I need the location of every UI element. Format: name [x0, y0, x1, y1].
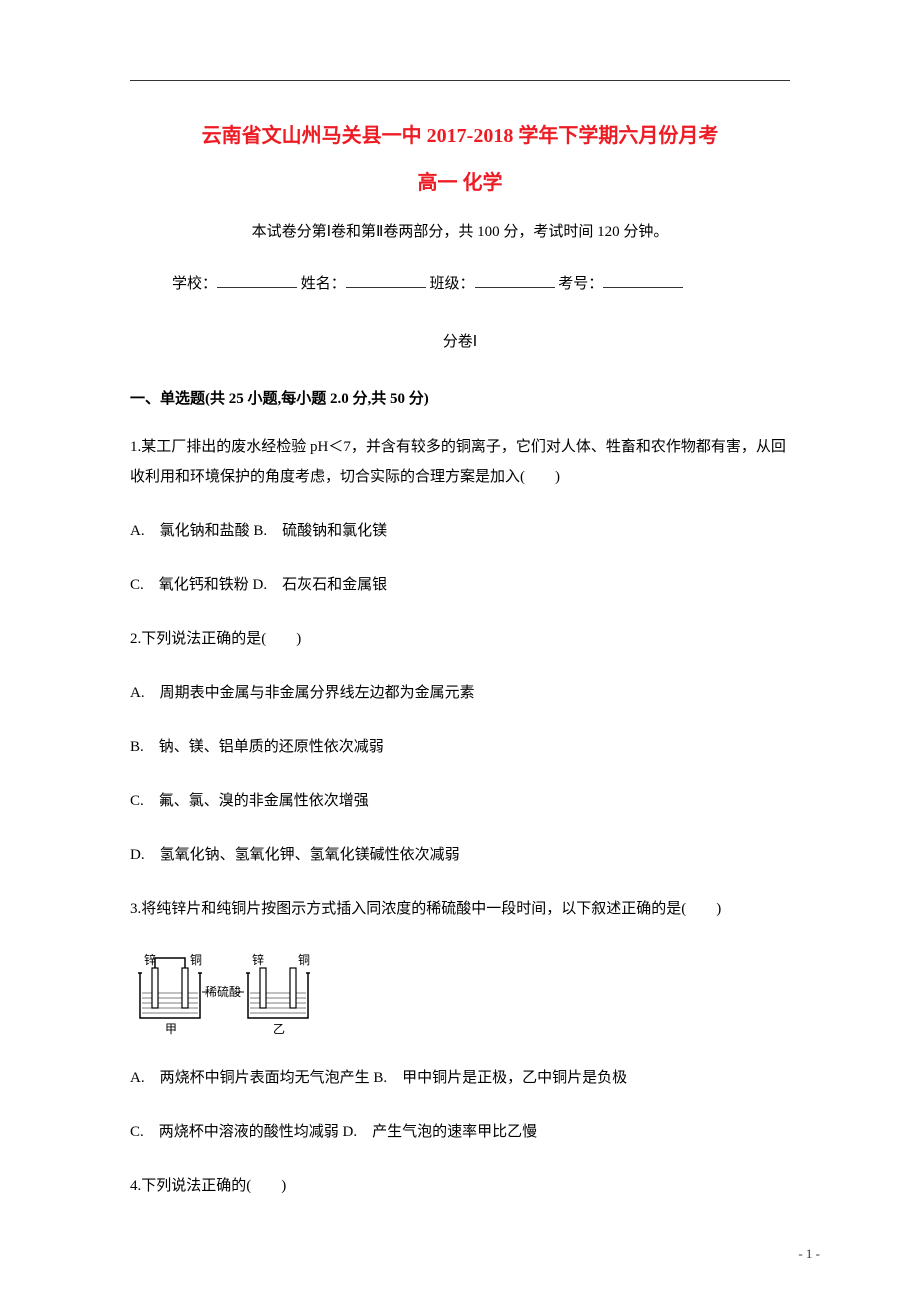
yi-label: 乙	[273, 1022, 285, 1036]
question-4: 4.下列说法正确的( )	[130, 1171, 790, 1201]
q1-options-cd: C. 氧化钙和铁粉 D. 石灰石和金属银	[130, 570, 790, 600]
beaker-jia: 锌 铜 甲	[138, 952, 202, 1036]
jia-zn-label: 锌	[144, 953, 156, 967]
q1-stem: 1.某工厂排出的废水经检验 pH＜7，并含有较多的铜离子，它们对人体、牲畜和农作…	[130, 432, 790, 492]
q3-options-ab: A. 两烧杯中铜片表面均无气泡产生 B. 甲中铜片是正极，乙中铜片是负极	[130, 1063, 790, 1093]
q2-option-c: C. 氟、氯、溴的非金属性依次增强	[130, 786, 790, 816]
question-1: 1.某工厂排出的废水经检验 pH＜7，并含有较多的铜离子，它们对人体、牲畜和农作…	[130, 432, 790, 492]
examno-blank	[603, 273, 683, 288]
school-label: 学校：	[172, 276, 217, 292]
jia-label: 甲	[165, 1022, 177, 1036]
q2-option-a: A. 周期表中金属与非金属分界线左边都为金属元素	[130, 678, 790, 708]
section-1-label: 分卷Ⅰ	[130, 327, 790, 357]
q2-option-d: D. 氢氧化钠、氢氧化钾、氢氧化镁碱性依次减弱	[130, 840, 790, 870]
top-divider	[130, 80, 790, 81]
beaker-diagram-svg: 锌 铜 甲 稀硫酸 锌 铜	[130, 948, 330, 1038]
beaker-yi: 锌 铜 乙	[246, 952, 310, 1036]
question-3: 3.将纯锌片和纯铜片按图示方式插入同浓度的稀硫酸中一段时间，以下叙述正确的是( …	[130, 894, 790, 924]
exam-title: 云南省文山州马关县一中 2017-2018 学年下学期六月份月考	[130, 119, 790, 148]
student-form: 学校： 姓名： 班级： 考号：	[130, 269, 790, 299]
yi-zn-label: 锌	[252, 953, 264, 967]
q2-option-b: B. 钠、镁、铝单质的还原性依次减弱	[130, 732, 790, 762]
yi-cu-label: 铜	[298, 952, 310, 967]
exam-page: 云南省文山州马关县一中 2017-2018 学年下学期六月份月考 高一 化学 本…	[0, 0, 920, 1265]
examno-label: 考号：	[558, 276, 603, 292]
q1-options-ab: A. 氯化钠和盐酸 B. 硫酸钠和氯化镁	[130, 516, 790, 546]
solution-label: 稀硫酸	[205, 984, 241, 999]
name-blank	[346, 273, 426, 288]
school-blank	[217, 273, 297, 288]
exam-subtitle: 高一 化学	[130, 166, 790, 195]
section-1-heading: 一、单选题(共 25 小题,每小题 2.0 分,共 50 分)	[130, 387, 790, 408]
q3-figure: 锌 铜 甲 稀硫酸 锌 铜	[130, 948, 790, 1043]
name-label: 姓名：	[301, 276, 346, 292]
page-number: - 1 -	[798, 1246, 820, 1262]
class-label: 班级：	[430, 276, 475, 292]
exam-info: 本试卷分第Ⅰ卷和第Ⅱ卷两部分，共 100 分，考试时间 120 分钟。	[130, 217, 790, 247]
jia-cu-label: 铜	[190, 952, 202, 967]
class-blank	[475, 273, 555, 288]
question-2: 2.下列说法正确的是( )	[130, 624, 790, 654]
q3-options-cd: C. 两烧杯中溶液的酸性均减弱 D. 产生气泡的速率甲比乙慢	[130, 1117, 790, 1147]
